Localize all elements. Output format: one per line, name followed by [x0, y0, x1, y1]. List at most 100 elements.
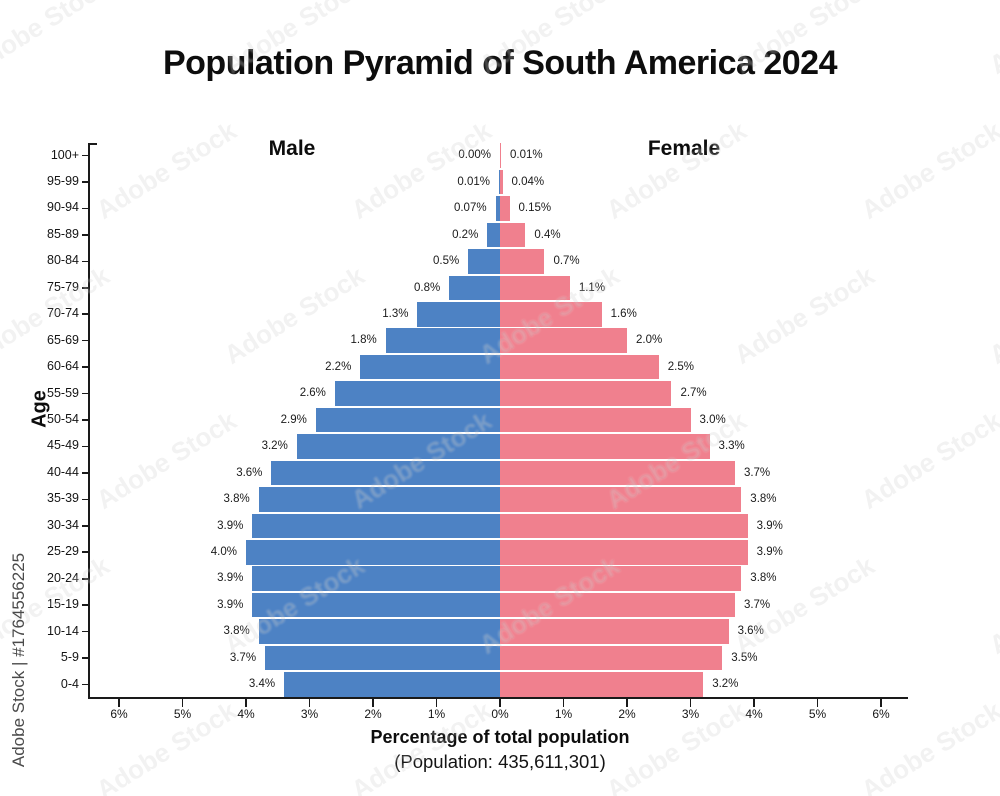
- age-tick-mark: [82, 472, 89, 474]
- male-bar-5-9: [265, 645, 500, 671]
- age-group-label: 35-39: [47, 491, 79, 506]
- age-tick-mark: [82, 551, 89, 554]
- x-tick-mark: [118, 699, 120, 707]
- x-tick-mark: [753, 699, 755, 707]
- x-tick-mark: [562, 699, 565, 707]
- female-value-label: 0.15%: [518, 202, 552, 215]
- x-tick-label: 4%: [745, 707, 763, 721]
- male-bar-20-24: [252, 566, 500, 592]
- age-group-label: 20-24: [47, 570, 79, 585]
- female-bar-0-4: [500, 672, 704, 697]
- age-group-label: 0-4: [60, 676, 79, 691]
- female-bar-80-84: [500, 249, 545, 274]
- chart-title: Population Pyramid of South America 2024: [162, 44, 838, 82]
- male-value-label: 0.2%: [452, 228, 479, 241]
- adobe-stock-tile-watermark: Adobe Stock: [600, 115, 752, 225]
- male-bar-65-69: [385, 328, 500, 353]
- age-tick-mark: [82, 577, 89, 580]
- age-tick-mark: [82, 207, 89, 210]
- female-value-label: 3.8%: [750, 572, 777, 585]
- x-tick-mark: [181, 699, 184, 707]
- female-bar-60-64: [500, 354, 659, 380]
- female-bar-95-99: [500, 169, 503, 195]
- female-bar-50-54: [500, 407, 691, 433]
- male-value-label: 3.9%: [217, 598, 244, 611]
- male-bar-95-99: [499, 169, 500, 195]
- age-group-label: 80-84: [47, 253, 79, 268]
- adobe-stock-tile-watermark: Adobe Stock: [90, 405, 242, 515]
- female-bar-40-44: [500, 460, 735, 486]
- x-tick-mark: [372, 699, 374, 707]
- adobe-stock-id-watermark: Adobe Stock | #1764556225: [9, 552, 28, 768]
- x-tick-mark: [816, 699, 819, 707]
- age-tick-mark: [82, 445, 89, 448]
- x-tick-label: 4%: [237, 707, 255, 721]
- age-tick-mark: [82, 339, 89, 342]
- x-tick-label: 6%: [872, 707, 890, 721]
- x-tick-label: 5%: [808, 707, 827, 721]
- age-tick-mark: [82, 525, 89, 527]
- age-group-label: 5-9: [60, 650, 79, 665]
- male-value-label: 0.5%: [433, 255, 460, 268]
- x-tick-mark: [880, 699, 882, 707]
- female-bar-90-94: [500, 196, 510, 221]
- age-group-label: 30-34: [47, 517, 79, 532]
- age-tick-mark: [82, 604, 89, 606]
- male-bar-85-89: [487, 222, 500, 248]
- male-bar-80-84: [468, 249, 500, 274]
- age-tick-mark: [82, 181, 89, 183]
- male-bar-35-39: [258, 487, 500, 512]
- age-tick-mark: [82, 234, 89, 236]
- male-value-label: 3.2%: [261, 440, 288, 453]
- female-value-label: 3.0%: [699, 413, 726, 426]
- x-tick-label: 5%: [173, 707, 192, 721]
- age-tick-mark: [82, 260, 89, 263]
- male-value-label: 3.7%: [229, 651, 257, 664]
- age-tick-mark: [82, 313, 89, 316]
- male-bar-75-79: [449, 275, 500, 301]
- female-value-label: 3.5%: [731, 651, 758, 664]
- male-value-label: 3.8%: [223, 493, 250, 506]
- x-tick-label: 3%: [300, 707, 319, 721]
- male-bar-45-49: [296, 434, 500, 459]
- female-value-label: 2.7%: [680, 387, 707, 400]
- female-bar-30-34: [500, 513, 748, 539]
- male-value-label: 3.9%: [217, 572, 244, 585]
- age-group-label: 95-99: [47, 173, 79, 188]
- x-tick-mark: [499, 699, 501, 707]
- age-tick-mark: [82, 498, 89, 501]
- female-value-label: 0.7%: [553, 255, 580, 268]
- male-bar-15-19: [252, 592, 500, 618]
- female-bar-20-24: [500, 566, 742, 592]
- age-tick-mark: [82, 392, 89, 395]
- female-value-label: 3.7%: [743, 466, 771, 479]
- y-axis-line: [88, 143, 90, 699]
- female-bar-10-14: [500, 619, 729, 644]
- age-group-label: 90-94: [47, 200, 79, 215]
- female-value-label: 3.3%: [718, 440, 745, 453]
- male-bar-40-44: [271, 460, 500, 486]
- x-tick-mark: [435, 699, 438, 707]
- female-bar-55-59: [500, 381, 672, 406]
- x-tick-label: 2%: [618, 707, 636, 721]
- male-bar-0-4: [284, 672, 500, 697]
- female-bar-75-79: [500, 275, 570, 301]
- age-tick-mark: [82, 657, 89, 659]
- age-group-label: 55-59: [47, 385, 79, 400]
- male-value-label: 2.9%: [280, 413, 307, 426]
- female-bar-5-9: [500, 645, 723, 671]
- female-side-label: Female: [647, 137, 721, 160]
- male-value-label: 0.00%: [458, 149, 491, 162]
- female-value-label: 3.6%: [737, 625, 764, 638]
- male-bar-70-74: [417, 301, 500, 327]
- female-value-label: 3.9%: [756, 546, 783, 558]
- male-value-label: 1.8%: [350, 334, 377, 347]
- female-bar-65-69: [500, 328, 627, 353]
- x-tick-label: 1%: [554, 707, 573, 721]
- male-value-label: 3.6%: [236, 466, 263, 479]
- age-tick-mark: [82, 154, 89, 157]
- female-value-label: 0.04%: [511, 175, 545, 188]
- female-value-label: 1.1%: [578, 281, 606, 294]
- age-tick-mark: [82, 630, 89, 633]
